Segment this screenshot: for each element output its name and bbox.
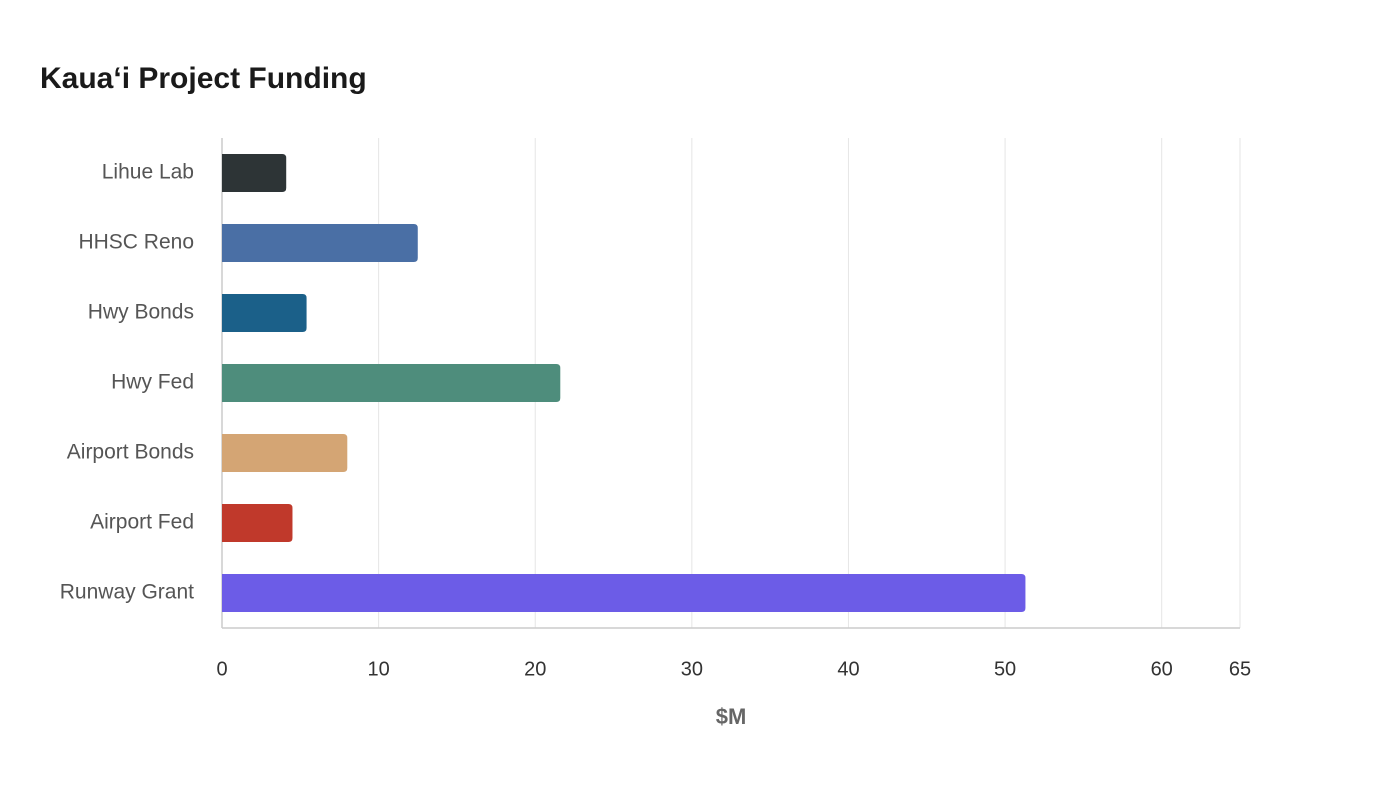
x-tick-label: 50: [994, 658, 1016, 680]
y-tick-label: HHSC Reno: [78, 231, 194, 254]
x-tick-label: 60: [1151, 658, 1173, 680]
y-tick-label: Lihue Lab: [102, 161, 194, 184]
x-tick-label: 20: [524, 658, 546, 680]
x-tick-label: 30: [681, 658, 703, 680]
x-tick-label: 0: [216, 658, 227, 680]
x-tick-label: 65: [1229, 658, 1251, 680]
x-axis-label: $M: [716, 704, 747, 729]
chart-title: Kaua‘i Project Funding: [40, 62, 367, 95]
x-tick-label: 10: [367, 658, 389, 680]
bar: [222, 504, 293, 542]
y-tick-label: Airport Fed: [90, 511, 194, 534]
y-tick-label: Hwy Fed: [111, 371, 194, 394]
x-tick-label: 40: [837, 658, 859, 680]
bar: [222, 364, 561, 402]
y-tick-label: Runway Grant: [60, 581, 194, 604]
bar: [222, 574, 1026, 612]
bar: [222, 434, 348, 472]
bar: [222, 224, 418, 262]
bar: [222, 154, 287, 192]
y-tick-label: Hwy Bonds: [88, 301, 194, 324]
y-tick-label: Airport Bonds: [67, 441, 194, 464]
bar: [222, 294, 307, 332]
